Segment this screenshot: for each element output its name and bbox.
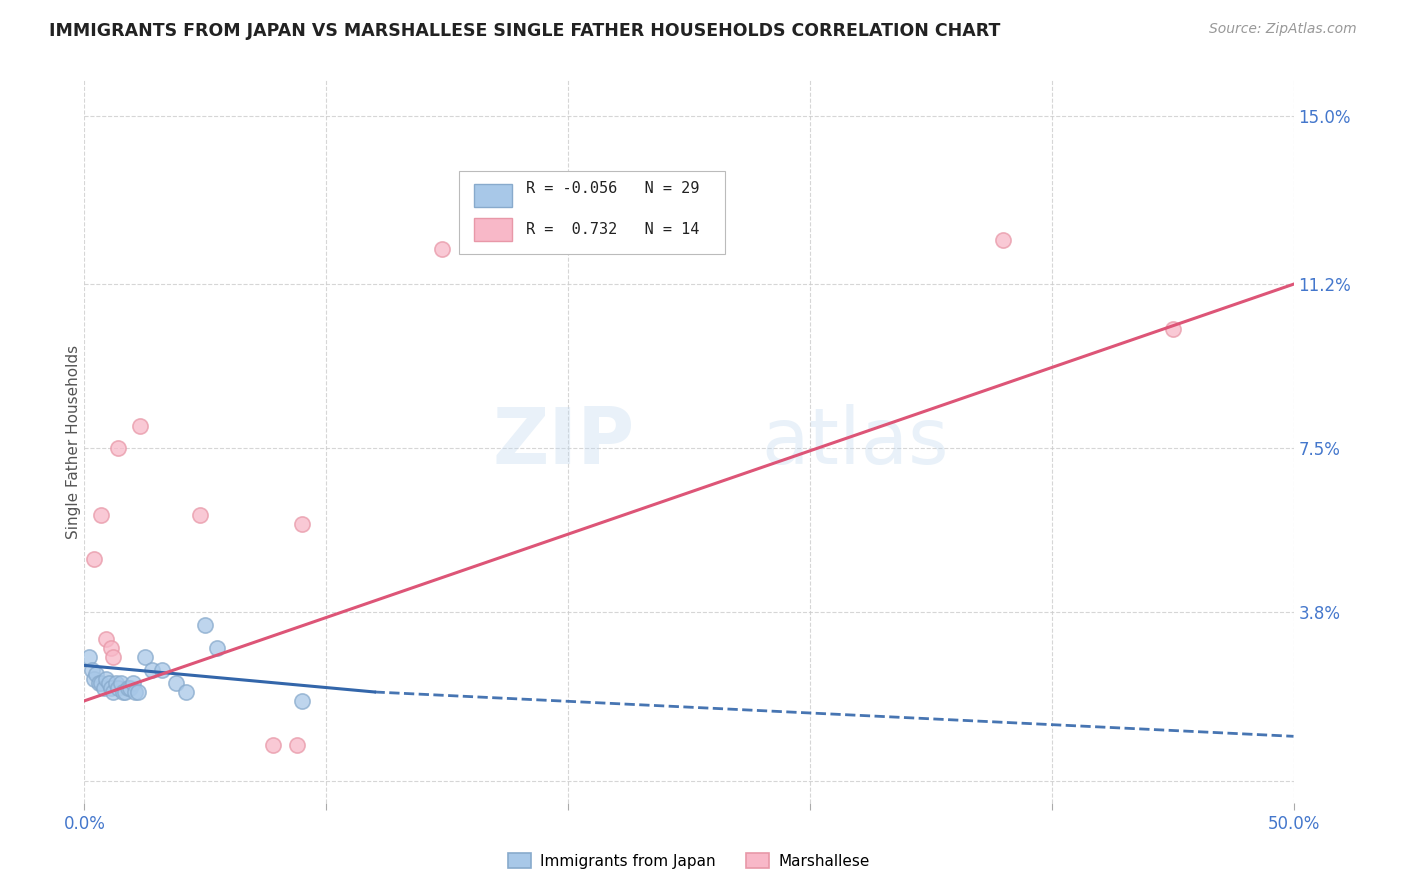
Point xyxy=(94,632,117,646)
Point xyxy=(174,685,197,699)
Point xyxy=(112,685,135,699)
Text: atlas: atlas xyxy=(762,403,949,480)
Point xyxy=(207,640,229,655)
Point xyxy=(77,649,100,664)
Point xyxy=(285,738,308,752)
Text: R =  0.732   N = 14: R = 0.732 N = 14 xyxy=(526,221,699,236)
Text: ZIP: ZIP xyxy=(492,403,634,480)
Point xyxy=(993,233,1015,247)
Point xyxy=(107,681,129,695)
Point xyxy=(90,508,112,522)
Point xyxy=(121,676,143,690)
Y-axis label: Single Father Households: Single Father Households xyxy=(66,344,80,539)
Point xyxy=(120,681,142,695)
Point xyxy=(432,242,454,256)
Point xyxy=(165,676,187,690)
Point xyxy=(194,618,217,632)
Point xyxy=(100,640,122,655)
Point xyxy=(90,676,112,690)
Point xyxy=(104,676,127,690)
Point xyxy=(87,676,110,690)
Text: IMMIGRANTS FROM JAPAN VS MARSHALLESE SINGLE FATHER HOUSEHOLDS CORRELATION CHART: IMMIGRANTS FROM JAPAN VS MARSHALLESE SIN… xyxy=(49,22,1001,40)
Point xyxy=(134,649,156,664)
Point xyxy=(129,419,152,434)
Bar xyxy=(474,218,512,241)
Point xyxy=(1161,321,1184,335)
Point xyxy=(114,685,136,699)
Point xyxy=(150,663,173,677)
Point xyxy=(103,649,125,664)
Point xyxy=(97,676,120,690)
Text: R = -0.056   N = 29: R = -0.056 N = 29 xyxy=(526,181,699,196)
Point xyxy=(141,663,163,677)
Point xyxy=(127,685,149,699)
Point xyxy=(94,672,117,686)
Point xyxy=(110,676,132,690)
Point xyxy=(80,663,103,677)
Point xyxy=(83,672,105,686)
Point xyxy=(103,685,125,699)
Point xyxy=(262,738,284,752)
Point xyxy=(117,681,139,695)
Point xyxy=(83,552,105,566)
Bar xyxy=(474,184,512,207)
Point xyxy=(124,685,146,699)
Point xyxy=(291,694,314,708)
Point xyxy=(107,441,129,455)
Point xyxy=(93,681,115,695)
Point xyxy=(100,681,122,695)
FancyBboxPatch shape xyxy=(460,170,725,253)
Text: Source: ZipAtlas.com: Source: ZipAtlas.com xyxy=(1209,22,1357,37)
Point xyxy=(86,667,108,681)
Point xyxy=(291,516,314,531)
Point xyxy=(190,508,212,522)
Legend: Immigrants from Japan, Marshallese: Immigrants from Japan, Marshallese xyxy=(502,847,876,875)
